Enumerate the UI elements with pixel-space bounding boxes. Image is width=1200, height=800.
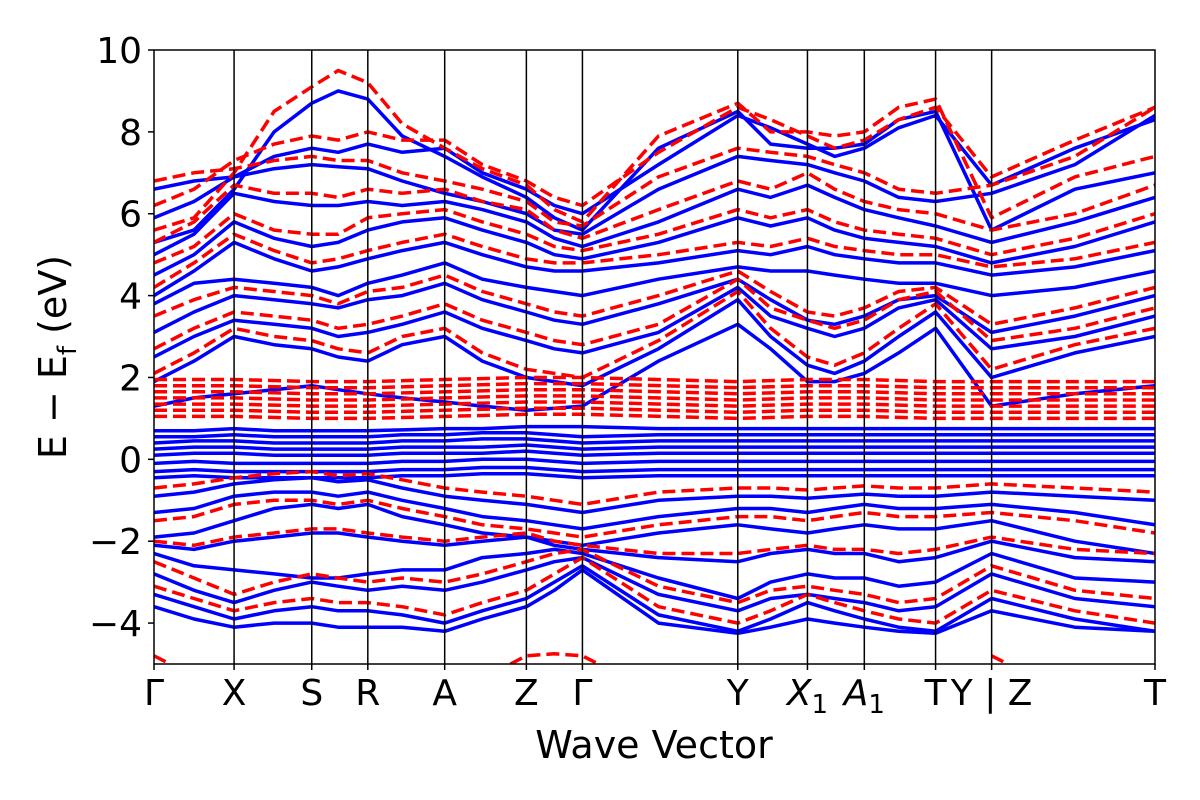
y-axis-label-main: E − E (31, 355, 75, 459)
x-tick-label-5: Z (514, 673, 539, 714)
y-tick-label-1: −2 (89, 522, 142, 563)
solid-band-14 (154, 443, 1155, 451)
y-tick-label-6: 8 (119, 113, 142, 154)
x-tick-label-1: X (222, 673, 247, 714)
solid-band-20 (154, 490, 1155, 531)
solid-band-10 (154, 322, 1155, 412)
solid-band-5 (154, 240, 1155, 298)
y-axis-label-sub: f (53, 345, 83, 355)
dashed-band-16 (154, 469, 1155, 507)
dashed-band-4 (154, 207, 1155, 265)
solid-band-17 (154, 465, 1155, 474)
solid-band-16 (154, 457, 1155, 466)
y-axis-label: E − Ef (eV) (31, 255, 83, 459)
x-tick-label-3: R (355, 673, 380, 714)
y-tick-label-2: 0 (119, 440, 142, 481)
solid-band-9 (154, 297, 1155, 388)
solid-band-3 (154, 183, 1155, 257)
solid-band-13 (154, 437, 1155, 445)
x-tick-label-0: Γ (144, 673, 164, 714)
dashed-band-12 (154, 394, 1155, 402)
dashed-band-15 (154, 412, 1155, 421)
bands-layer (154, 68, 1155, 664)
x-tick-label-11: Y | Z (950, 673, 1033, 714)
x-tick-label-8: X1 (785, 673, 828, 720)
solid-band-4 (154, 216, 1155, 277)
solid-band-15 (154, 449, 1155, 457)
dashed-band-2 (154, 68, 1155, 232)
x-tick-label-10: T (924, 673, 948, 714)
dashed-band-22 (509, 652, 600, 664)
dashed-band-0 (154, 105, 1155, 228)
dashed-band-14 (154, 406, 1155, 415)
dashed-band-20 (154, 555, 1155, 625)
dashed-band-6 (154, 269, 1155, 327)
dashed-band-23 (990, 654, 1009, 664)
x-tick-label-9: A1 (842, 673, 885, 720)
dashed-band-19 (154, 547, 1155, 605)
x-tick-label-6: Γ (572, 673, 592, 714)
y-axis-label-unit: (eV) (31, 255, 75, 346)
solid-band-24 (154, 555, 1155, 613)
dashed-band-11 (154, 387, 1155, 396)
dashed-band-18 (154, 527, 1155, 556)
solid-band-0 (154, 113, 1155, 236)
x-tick-label-7: Y (726, 673, 750, 714)
dashed-band-5 (154, 232, 1155, 289)
dashed-band-17 (154, 498, 1155, 539)
dashed-band-9 (154, 375, 1155, 384)
solid-band-22 (154, 531, 1155, 564)
x-axis-label: Wave Vector (535, 723, 773, 767)
solid-band-25 (154, 564, 1155, 634)
solid-band-6 (154, 261, 1155, 306)
kpoint-lines (233, 50, 993, 664)
solid-band-19 (154, 476, 1155, 515)
dashed-band-7 (154, 277, 1155, 351)
y-tick-label-7: 10 (96, 31, 142, 72)
solid-band-8 (154, 285, 1155, 359)
y-axis-ticks: −4 −2 0 2 4 6 8 10 (89, 31, 154, 645)
solid-band-11 (154, 424, 1155, 433)
dashed-band-21 (154, 654, 171, 664)
dashed-band-1 (154, 105, 1155, 208)
y-tick-label-0: −4 (89, 604, 142, 645)
x-tick-label-4: A (432, 673, 457, 714)
y-tick-label-3: 2 (119, 358, 142, 399)
dashed-band-3 (154, 171, 1155, 244)
y-tick-label-4: 4 (119, 277, 142, 318)
dashed-band-8 (154, 289, 1155, 380)
x-tick-label-2: S (300, 673, 323, 714)
x-tick-label-12: T (1143, 673, 1167, 714)
solid-band-26 (154, 568, 1155, 636)
solid-band-12 (154, 430, 1155, 439)
solid-band-1 (154, 113, 1155, 220)
solid-band-21 (154, 502, 1155, 556)
y-tick-label-5: 6 (119, 195, 142, 236)
plot-frame (153, 49, 1156, 665)
